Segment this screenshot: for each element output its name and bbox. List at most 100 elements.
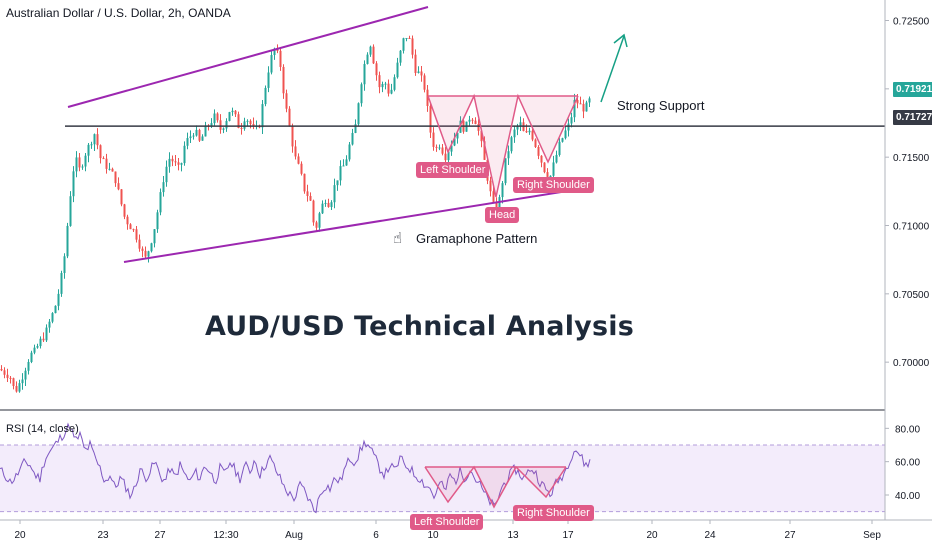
time-tick-label: 17 bbox=[562, 530, 574, 541]
candle-body bbox=[114, 171, 117, 184]
lower-trendline bbox=[123, 188, 581, 263]
candle-body bbox=[51, 313, 54, 322]
candle-body bbox=[585, 102, 588, 112]
candle-body bbox=[162, 182, 165, 193]
candle-body bbox=[513, 129, 516, 138]
rsi-band bbox=[0, 445, 885, 512]
candle-body bbox=[339, 166, 342, 181]
candle-body bbox=[147, 251, 150, 257]
time-tick-label: 20 bbox=[646, 530, 658, 541]
candle-body bbox=[237, 114, 240, 129]
candle-body bbox=[579, 103, 582, 105]
candle-body bbox=[75, 157, 78, 172]
candle-body bbox=[561, 138, 564, 142]
candle-body bbox=[543, 162, 546, 173]
candle-body bbox=[123, 204, 126, 217]
candle-body bbox=[6, 374, 9, 378]
candle-body bbox=[507, 151, 510, 159]
candle-body bbox=[573, 100, 576, 118]
candle-body bbox=[552, 162, 555, 176]
candle-body bbox=[378, 75, 381, 88]
candle-body bbox=[372, 46, 375, 64]
candle-body bbox=[153, 229, 156, 244]
candle-body bbox=[129, 224, 132, 230]
candle-body bbox=[567, 123, 570, 131]
hs-pattern-line bbox=[427, 93, 579, 198]
candle-body bbox=[330, 202, 333, 208]
time-tick-label: 6 bbox=[373, 530, 379, 541]
current-price-tag: 0.71921 bbox=[893, 82, 932, 97]
candle-body bbox=[195, 129, 198, 136]
candle-body bbox=[360, 84, 363, 104]
candle-body bbox=[63, 256, 66, 274]
candle-body bbox=[267, 72, 270, 88]
time-tick-label: 12:30 bbox=[213, 530, 238, 541]
candle-body bbox=[366, 54, 369, 64]
candle-body bbox=[246, 120, 249, 122]
candle-body bbox=[87, 144, 90, 156]
candle-body bbox=[219, 120, 222, 130]
candle-body bbox=[537, 146, 540, 156]
right-shoulder-badge: Right Shoulder bbox=[513, 177, 594, 193]
candle-body bbox=[21, 379, 24, 384]
price-tick-label: 0.70500 bbox=[893, 290, 930, 301]
candle-body bbox=[564, 130, 567, 139]
candle-body bbox=[279, 50, 282, 67]
candle-body bbox=[3, 370, 6, 375]
drawing-overlay: ☝ bbox=[65, 6, 885, 509]
candle-body bbox=[477, 124, 480, 131]
candle-body bbox=[525, 131, 528, 133]
candle-body bbox=[285, 93, 288, 109]
candle-body bbox=[90, 144, 93, 146]
candle-body bbox=[261, 104, 264, 128]
candle-body bbox=[294, 146, 297, 157]
rsi-pattern-line bbox=[424, 465, 567, 509]
candle-body bbox=[354, 124, 357, 133]
candle-body bbox=[186, 138, 189, 146]
candle-body bbox=[351, 132, 354, 145]
candle-body bbox=[528, 130, 531, 133]
pointing-hand-icon: ☝ bbox=[393, 229, 402, 247]
candle-body bbox=[303, 173, 306, 192]
candle-body bbox=[327, 202, 330, 208]
candle-body bbox=[444, 153, 447, 161]
rsi-title: RSI (14, close) bbox=[6, 423, 79, 435]
candle-body bbox=[12, 378, 15, 387]
candle-body bbox=[252, 124, 255, 127]
candle-body bbox=[480, 130, 483, 142]
candle-body bbox=[135, 229, 138, 240]
rsi-pattern-fill bbox=[425, 467, 566, 507]
candle-body bbox=[42, 338, 45, 341]
time-tick-label: 23 bbox=[97, 530, 109, 541]
price-tick-label: 0.70000 bbox=[893, 358, 930, 369]
candle-body bbox=[234, 110, 237, 115]
strong-support-label: Strong Support bbox=[617, 98, 705, 113]
candle-body bbox=[468, 119, 471, 122]
candle-body bbox=[288, 108, 291, 127]
candle-body bbox=[66, 225, 69, 257]
candle-body bbox=[72, 171, 75, 197]
candle-body bbox=[297, 156, 300, 164]
candle-body bbox=[483, 141, 486, 160]
candle-body bbox=[45, 327, 48, 341]
candle-body bbox=[282, 66, 285, 94]
candle-body bbox=[582, 103, 585, 112]
candle-body bbox=[48, 321, 51, 328]
symbol-title: Australian Dollar / U.S. Dollar, 2h, OAN… bbox=[6, 6, 231, 20]
analysis-title: AUD/USD Technical Analysis bbox=[205, 311, 634, 342]
time-tick-label: 24 bbox=[704, 530, 716, 541]
time-tick-label: 13 bbox=[507, 530, 519, 541]
candle-body bbox=[9, 377, 12, 379]
candle-body bbox=[489, 180, 492, 192]
candle-body bbox=[396, 62, 399, 78]
candle-body bbox=[438, 147, 441, 149]
candle-body bbox=[144, 250, 147, 257]
candle-body bbox=[435, 146, 438, 148]
candle-body bbox=[546, 172, 549, 178]
candle-body bbox=[216, 113, 219, 121]
candle-body bbox=[198, 129, 201, 141]
candle-body bbox=[498, 197, 501, 211]
candle-body bbox=[117, 183, 120, 190]
